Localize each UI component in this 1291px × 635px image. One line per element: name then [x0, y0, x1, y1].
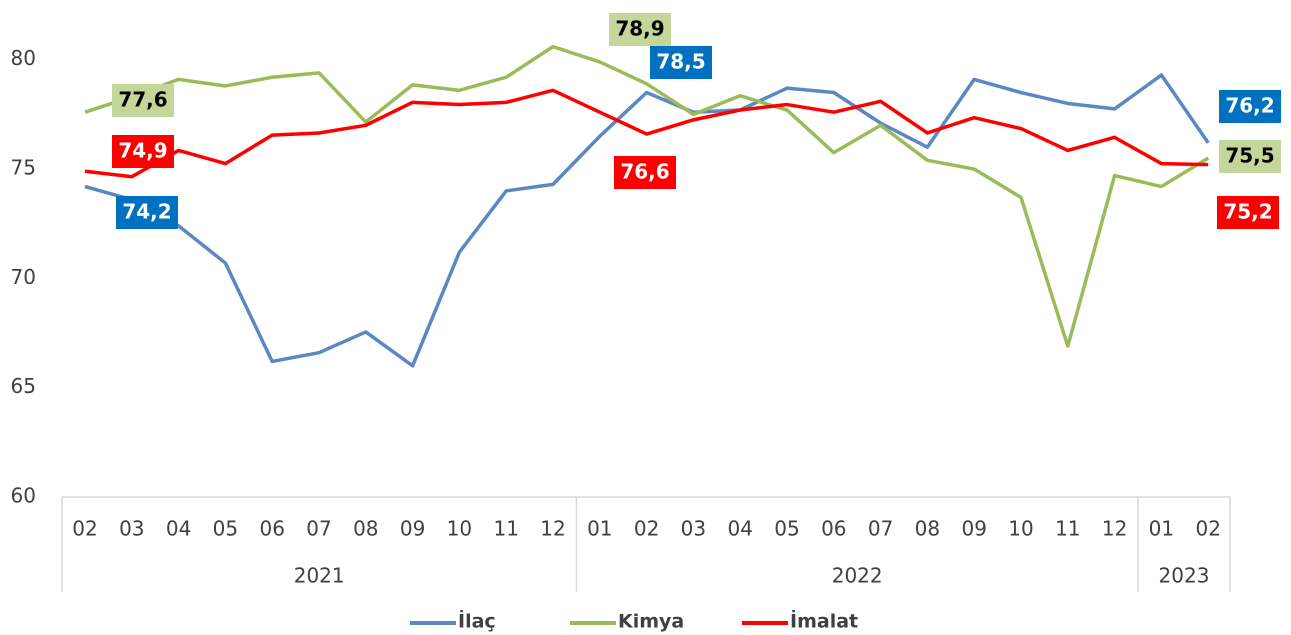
x-tick-label: 01 — [587, 517, 612, 541]
x-tick-label: 01 — [1149, 517, 1174, 541]
x-tick-label: 03 — [681, 517, 706, 541]
series-line — [84, 44, 1210, 348]
x-tick-label: 02 — [1195, 517, 1220, 541]
x-tick-label: 12 — [540, 517, 565, 541]
x-tick-label: 12 — [1102, 517, 1127, 541]
legend-label: İlaç — [458, 609, 496, 633]
legend-label: İmalat — [790, 609, 858, 633]
x-tick-label: 02 — [634, 517, 659, 541]
data-label-box — [1219, 140, 1281, 173]
x-tick-label: 03 — [119, 517, 144, 541]
data-label: 78,9 — [615, 17, 664, 41]
x-tick-label: 06 — [821, 517, 846, 541]
data-label-box — [112, 84, 174, 117]
x-tick-label: 09 — [400, 517, 425, 541]
data-label-box — [1217, 196, 1279, 229]
legend-label: Kimya — [618, 611, 684, 633]
data-label-box — [112, 135, 174, 168]
data-label: 76,6 — [620, 160, 669, 184]
data-label: 75,5 — [1225, 144, 1274, 168]
x-tick-label: 10 — [1008, 517, 1033, 541]
x-tick-label: 04 — [727, 517, 752, 541]
x-tick-label: 08 — [915, 517, 940, 541]
x-tick-label: 05 — [213, 517, 238, 541]
data-label-box — [1219, 90, 1281, 123]
data-label-box — [614, 156, 676, 189]
y-tick-label: 65 — [11, 374, 36, 398]
x-tick-label: 02 — [72, 517, 97, 541]
x-tick-label: 09 — [961, 517, 986, 541]
data-label: 78,5 — [656, 50, 705, 74]
data-label: 75,2 — [1223, 200, 1272, 224]
data-label: 74,2 — [122, 200, 171, 224]
x-tick-label: 07 — [306, 517, 331, 541]
x-tick-label: 06 — [259, 517, 284, 541]
series-line — [84, 73, 1210, 368]
data-label: 77,6 — [118, 88, 167, 112]
x-tick-label: 05 — [774, 517, 799, 541]
data-label: 76,2 — [1225, 94, 1274, 118]
x-tick-label: 04 — [166, 517, 191, 541]
x-group-label: 2023 — [1159, 564, 1210, 588]
x-tick-label: 11 — [493, 517, 518, 541]
data-label-box — [116, 196, 178, 229]
y-tick-label: 70 — [11, 265, 36, 289]
x-tick-label: 08 — [353, 517, 378, 541]
series-line — [84, 88, 1209, 179]
y-tick-label: 75 — [11, 156, 36, 180]
x-group-label: 2021 — [294, 564, 345, 588]
data-label-box — [650, 46, 712, 79]
data-label-box — [609, 13, 671, 46]
x-tick-label: 11 — [1055, 517, 1080, 541]
data-label: 74,9 — [118, 139, 167, 163]
x-tick-label: 10 — [447, 517, 472, 541]
y-tick-label: 80 — [11, 46, 36, 70]
y-tick-label: 60 — [11, 484, 36, 508]
x-group-label: 2022 — [832, 564, 883, 588]
x-tick-label: 07 — [868, 517, 893, 541]
